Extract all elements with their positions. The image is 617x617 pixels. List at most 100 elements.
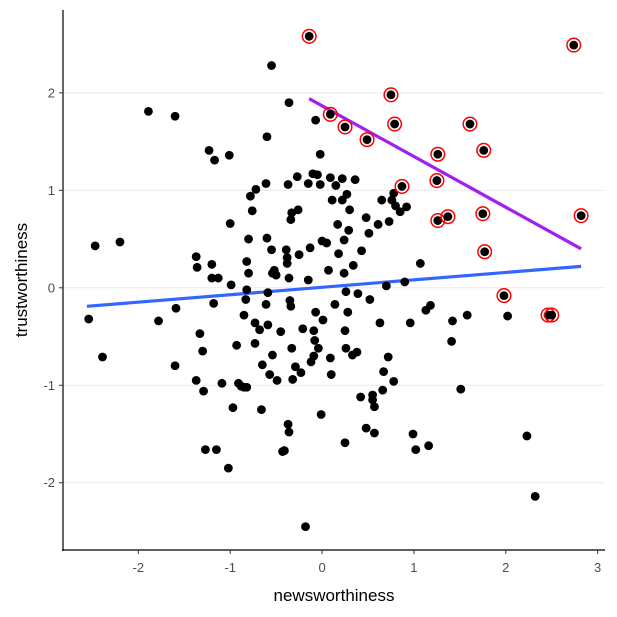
data-point bbox=[170, 361, 180, 371]
data-point bbox=[447, 337, 456, 346]
selected-data-point bbox=[386, 90, 396, 100]
data-point bbox=[313, 170, 322, 180]
data-point bbox=[405, 318, 415, 328]
data-point bbox=[250, 338, 260, 348]
data-point bbox=[530, 491, 540, 501]
data-point bbox=[276, 327, 286, 337]
data-point bbox=[255, 325, 264, 335]
data-point bbox=[456, 384, 466, 394]
data-point bbox=[283, 180, 293, 189]
selected-data-point bbox=[499, 291, 509, 300]
data-point bbox=[426, 300, 435, 310]
data-point bbox=[84, 314, 94, 324]
data-point bbox=[361, 423, 371, 433]
data-point bbox=[365, 295, 375, 304]
x-tick-label: 3 bbox=[594, 560, 601, 575]
data-point bbox=[213, 273, 223, 283]
fit-line-selected bbox=[308, 97, 582, 251]
data-point bbox=[228, 403, 238, 413]
selected-point-ring bbox=[337, 119, 353, 135]
selected-point-ring bbox=[430, 146, 446, 162]
data-point bbox=[224, 150, 234, 160]
data-point bbox=[209, 298, 219, 308]
data-point bbox=[272, 375, 282, 385]
selected-data-point bbox=[362, 135, 372, 145]
data-point bbox=[301, 522, 310, 532]
data-point bbox=[250, 318, 260, 328]
data-point bbox=[348, 260, 358, 270]
data-point bbox=[284, 98, 294, 107]
selected-data-point bbox=[569, 40, 579, 50]
selected-data-point bbox=[465, 119, 475, 129]
data-point bbox=[313, 343, 323, 353]
data-point bbox=[281, 245, 291, 255]
data-point bbox=[242, 285, 252, 295]
selected-point-ring bbox=[394, 178, 410, 194]
data-point bbox=[353, 289, 363, 299]
data-point bbox=[315, 149, 325, 159]
data-point bbox=[195, 329, 205, 339]
data-point bbox=[263, 320, 273, 330]
data-point bbox=[331, 181, 341, 190]
data-point bbox=[415, 259, 425, 268]
data-point bbox=[384, 217, 394, 226]
data-point bbox=[326, 370, 336, 379]
data-point bbox=[170, 111, 180, 121]
selected-data-point bbox=[325, 109, 335, 119]
data-point bbox=[90, 241, 100, 251]
data-point bbox=[389, 376, 399, 386]
data-point bbox=[115, 237, 125, 247]
data-point bbox=[448, 316, 457, 326]
data-point bbox=[198, 346, 208, 356]
data-point bbox=[315, 180, 325, 189]
data-point bbox=[311, 115, 321, 125]
data-point bbox=[262, 233, 272, 243]
y-tick-label: -2 bbox=[43, 475, 55, 490]
data-point bbox=[284, 427, 294, 437]
data-point bbox=[244, 268, 253, 278]
y-tick-label: 2 bbox=[48, 85, 55, 100]
selected-point-ring bbox=[383, 87, 399, 103]
data-point bbox=[402, 202, 411, 212]
data-point bbox=[257, 405, 266, 415]
data-point bbox=[378, 385, 388, 395]
selected-data-point bbox=[340, 122, 350, 132]
data-point bbox=[210, 155, 219, 165]
data-point bbox=[316, 410, 326, 419]
data-point bbox=[241, 295, 251, 304]
points bbox=[84, 28, 589, 532]
data-point bbox=[408, 429, 418, 439]
data-point bbox=[325, 173, 335, 183]
data-point bbox=[377, 195, 387, 205]
data-point bbox=[334, 249, 343, 259]
data-point bbox=[311, 307, 321, 317]
data-point bbox=[341, 287, 351, 297]
data-point bbox=[356, 392, 366, 402]
data-point bbox=[310, 336, 320, 345]
selected-point-ring bbox=[430, 212, 446, 229]
x-tick-label: 1 bbox=[410, 560, 417, 575]
selected-point-ring bbox=[566, 37, 582, 53]
data-point bbox=[242, 257, 252, 266]
data-point bbox=[171, 303, 181, 313]
x-tick-label: -2 bbox=[133, 560, 145, 575]
data-point bbox=[246, 191, 255, 201]
data-point bbox=[257, 360, 267, 370]
data-point bbox=[239, 310, 249, 320]
data-point bbox=[286, 215, 296, 224]
x-tick-label: -1 bbox=[224, 560, 236, 575]
data-point bbox=[267, 245, 276, 255]
data-point bbox=[339, 235, 349, 245]
data-point bbox=[424, 441, 434, 451]
data-point bbox=[207, 273, 217, 283]
data-point bbox=[286, 301, 296, 311]
x-tick-label: 0 bbox=[318, 560, 325, 575]
data-point bbox=[317, 236, 327, 246]
data-point bbox=[232, 340, 242, 350]
data-point bbox=[370, 402, 379, 412]
data-point bbox=[294, 250, 304, 260]
fit-lines bbox=[86, 97, 582, 308]
data-point bbox=[342, 189, 352, 199]
data-point bbox=[343, 307, 353, 317]
